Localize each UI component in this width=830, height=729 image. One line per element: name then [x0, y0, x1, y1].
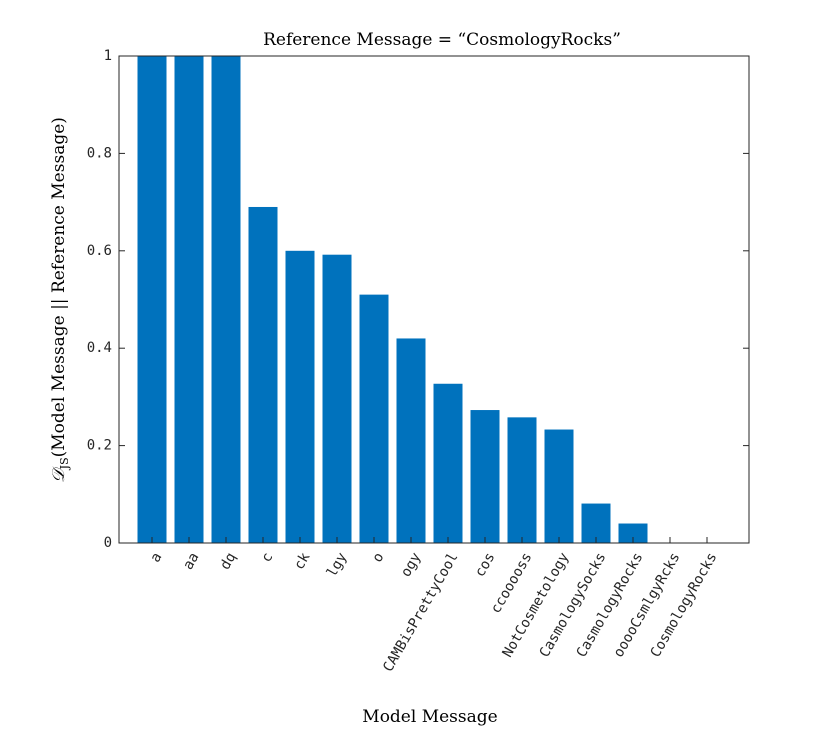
bar-dq: [211, 56, 241, 543]
x-tick-label-dq: dq: [217, 550, 239, 573]
bar-cos: [470, 410, 500, 543]
svg-text:𝒟JS(Model Message || Referenc: 𝒟JS(Model Message || Reference Message): [49, 117, 71, 483]
x-tick-label-ck: ck: [291, 550, 314, 573]
bar-c: [248, 206, 278, 543]
chart-title: Reference Message = “CosmologyRocks”: [263, 30, 621, 50]
bar-NotCosmetology: [544, 429, 574, 543]
x-tick-label-CasmologyRocks: CasmologyRocks: [574, 550, 647, 660]
x-tick-label-aa: aa: [180, 550, 202, 573]
y-axis-label: 𝒟JS(Model Message || Reference Message): [49, 117, 71, 483]
bar-CAMBisPrettyCool: [433, 383, 463, 543]
plot-frame: [118, 55, 750, 544]
bar-ccooooss: [507, 417, 537, 543]
y-axis-label-symbol: 𝒟: [49, 466, 69, 483]
y-tick-label: 0.8: [87, 145, 112, 161]
x-tick-label-CAMBisPrettyCool: CAMBisPrettyCool: [380, 550, 461, 675]
bar-ogy: [396, 338, 426, 543]
x-tick-label-c: c: [258, 550, 276, 565]
y-tick-label: 0: [104, 535, 112, 551]
y-axis-label-text: (Model Message || Reference Message): [49, 117, 69, 457]
bar-aa: [174, 56, 204, 543]
x-tick-label-ogy: ogy: [398, 550, 425, 580]
y-tick-label: 1: [104, 48, 112, 64]
x-tick-label-o: o: [369, 550, 387, 565]
y-ticks-group: 0 0.2 0.4 0.6 0.8 1: [87, 48, 749, 551]
x-axis-label: Model Message: [362, 707, 497, 727]
y-tick-label: 0.6: [87, 243, 112, 259]
y-tick-label: 0.2: [87, 438, 112, 454]
y-tick-label: 0.4: [87, 340, 112, 356]
x-tick-label-CosmologyRocks: CosmologyRocks: [648, 550, 721, 660]
bar-ck: [285, 250, 315, 544]
x-tick-label-a: a: [147, 550, 165, 565]
bar-CasmologySocks: [581, 503, 611, 543]
bars-group: [137, 56, 648, 544]
x-tick-label-NotCosmetology: NotCosmetology: [500, 550, 573, 660]
x-tick-label-CasmologySocks: CasmologySocks: [537, 550, 610, 660]
bar-o: [359, 294, 389, 543]
bar-a: [137, 56, 167, 543]
bar-lgy: [322, 254, 352, 544]
y-axis-label-subscript: JS: [58, 457, 71, 470]
x-tick-label-cos: cos: [472, 550, 499, 580]
bar-CasmologyRocks: [618, 523, 648, 543]
x-tick-label-lgy: lgy: [324, 550, 351, 580]
x-tick-label-ooooCsmlgyRcks: ooooCsmlgyRcks: [611, 550, 684, 660]
